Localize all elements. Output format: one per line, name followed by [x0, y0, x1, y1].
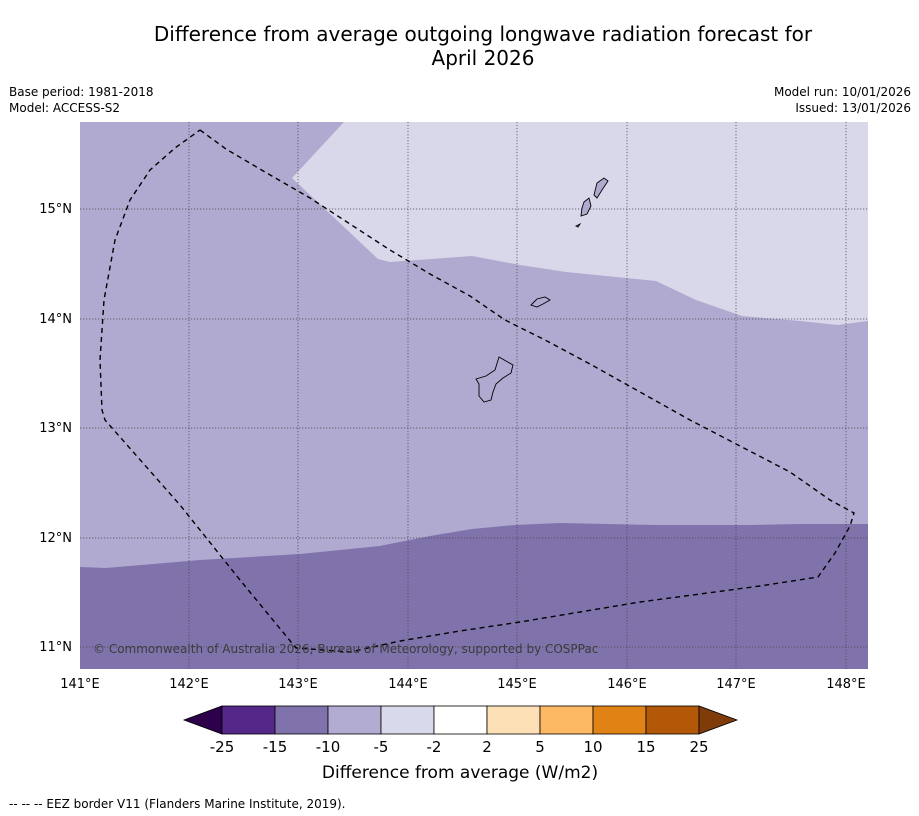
colorbar-tick: -2: [427, 738, 442, 756]
map-area: © Commonwealth of Australia 2026, Bureau…: [80, 122, 868, 669]
colorbar-tick: 5: [535, 738, 545, 756]
colorbar-tick: 15: [636, 738, 655, 756]
islands: [475, 177, 609, 403]
lon-label: 146°E: [607, 677, 647, 692]
colorbar-tick: 2: [482, 738, 492, 756]
colorbar-ticks: -25 -15 -10 -5 -2 2 5 10 15 25: [210, 738, 709, 756]
colorbar-tick: -5: [374, 738, 389, 756]
meta-right: Model run: 10/01/2026 Issued: 13/01/2026: [774, 84, 911, 116]
colorbar-swatch: [327, 705, 382, 735]
colorbar-swatch: [592, 705, 647, 735]
colorbar-tick: -10: [316, 738, 341, 756]
lat-label: 13°N: [39, 421, 72, 436]
colorbar-tick: -25: [210, 738, 235, 756]
model-name: Model: ACCESS-S2: [9, 101, 121, 115]
lon-label: 145°E: [497, 677, 537, 692]
lon-label: 143°E: [278, 677, 318, 692]
colorbar-swatch: [645, 705, 700, 735]
colorbar-label: Difference from average (W/m2): [322, 763, 598, 783]
lon-label: 147°E: [716, 677, 756, 692]
colorbar-swatch: [274, 705, 329, 735]
lon-label: 148°E: [826, 677, 866, 692]
chart-title: Difference from average outgoing longwav…: [0, 22, 919, 70]
colorbar-extend-high: [698, 705, 739, 735]
island-aguijan: [574, 222, 582, 228]
colorbar-tick: -15: [263, 738, 288, 756]
colorbar-swatch: [380, 705, 435, 735]
colorbar-tick: 10: [583, 738, 602, 756]
model-run: Model run: 10/01/2026: [773, 85, 911, 99]
lon-label: 144°E: [388, 677, 428, 692]
island-saipan: [593, 177, 609, 199]
colorbar-swatch: [486, 705, 541, 735]
colorbar-extend-low: [182, 705, 223, 735]
lon-label: 142°E: [169, 677, 209, 692]
colorbar-swatch: [539, 705, 594, 735]
base-period: Base period: 1981-2018: [9, 85, 154, 99]
lat-labels: 15°N 14°N 13°N 12°N 11°N: [39, 202, 72, 655]
map-figure: © Commonwealth of Australia 2026, Bureau…: [39, 122, 868, 783]
title-line-1: Difference from average outgoing longwav…: [153, 22, 813, 46]
island-rota: [530, 296, 551, 308]
eez-footnote: -- -- -- EEZ border V11 (Flanders Marine…: [9, 797, 346, 811]
title-line-2: April 2026: [431, 46, 535, 70]
lat-label: 15°N: [39, 202, 72, 217]
colorbar-tick: 25: [689, 738, 708, 756]
copyright-notice: © Commonwealth of Australia 2026, Bureau…: [93, 642, 598, 656]
eez-border: [99, 129, 855, 653]
lon-label: 141°E: [60, 677, 100, 692]
graticule: [80, 122, 868, 669]
anomaly-band-minus15: [80, 523, 868, 669]
issued-date: Issued: 13/01/2026: [795, 101, 911, 115]
meta-left: Base period: 1981-2018 Model: ACCESS-S2: [9, 84, 154, 116]
island-tinian: [580, 197, 592, 217]
lat-label: 12°N: [39, 531, 72, 546]
lon-labels: 141°E 142°E 143°E 144°E 145°E 146°E 147°…: [60, 677, 866, 692]
lat-label: 11°N: [39, 640, 72, 655]
colorbar-swatch: [433, 705, 488, 735]
lat-label: 14°N: [39, 312, 72, 327]
island-guam: [475, 356, 514, 403]
colorbar: [182, 705, 739, 735]
colorbar-swatch: [221, 705, 276, 735]
